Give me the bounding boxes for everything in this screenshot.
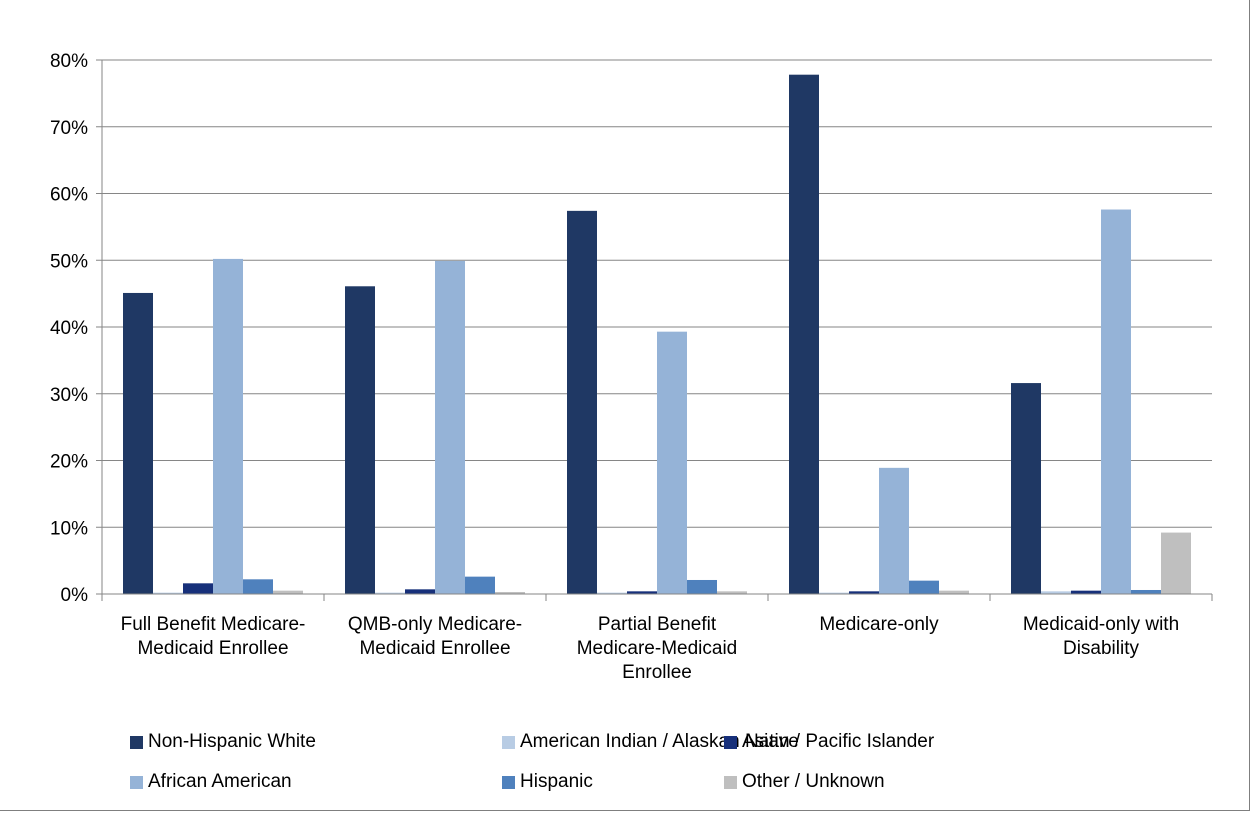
- legend-item: Other / Unknown: [724, 770, 885, 794]
- x-axis-category-labels: Full Benefit Medicare- Medicaid Enrollee Q…: [121, 614, 1180, 683]
- y-tick-label: 30%: [50, 385, 88, 406]
- bar: [1161, 532, 1191, 594]
- legend-item: African American: [130, 770, 292, 794]
- y-tick-label: 50%: [50, 251, 88, 272]
- bar: [1041, 591, 1071, 594]
- bar: [213, 258, 243, 594]
- bar: [627, 591, 657, 594]
- legend-swatch: [724, 735, 737, 749]
- legend-swatch: [502, 735, 515, 749]
- bar: [1131, 589, 1161, 594]
- bar: [939, 590, 969, 594]
- legend-swatch: [724, 775, 737, 789]
- bar: [465, 576, 495, 594]
- legend-swatch: [502, 775, 515, 789]
- bar: [183, 583, 213, 594]
- bar: [789, 74, 819, 594]
- x-category-label: Medicare-Medicaid: [577, 638, 738, 659]
- y-tick-label: 10%: [50, 518, 88, 539]
- y-axis-tick-labels: 0% 10% 20% 30% 40% 50% 60% 70% 80%: [50, 51, 88, 606]
- bar: [657, 331, 687, 594]
- x-category-label: Medicaid-only with: [1023, 614, 1179, 635]
- bar: [1071, 590, 1101, 594]
- y-tick-label: 70%: [50, 118, 88, 139]
- legend-swatch: [130, 775, 143, 789]
- legend-item: Asian / Pacific Islander: [724, 730, 934, 754]
- bar: [153, 592, 183, 594]
- y-tick-label: 60%: [50, 185, 88, 206]
- x-category-label: Medicaid Enrollee: [137, 638, 288, 659]
- x-axis: [96, 59, 1213, 601]
- legend-swatch: [130, 735, 143, 749]
- bar: [597, 592, 627, 594]
- bar: [819, 592, 849, 594]
- bar: [909, 580, 939, 594]
- legend-label: Non-Hispanic White: [148, 731, 316, 752]
- legend-label: Hispanic: [520, 771, 593, 792]
- x-category-label: Partial Benefit: [598, 614, 717, 635]
- y-tick-label: 20%: [50, 452, 88, 473]
- bar: [375, 592, 405, 594]
- bar: [123, 292, 153, 594]
- bar: [879, 467, 909, 594]
- bars: [123, 74, 1191, 595]
- legend-item: Hispanic: [502, 770, 593, 794]
- bar: [1101, 209, 1131, 594]
- bar: [405, 589, 435, 594]
- bar: [345, 286, 375, 594]
- bar: [273, 590, 303, 594]
- bar: [243, 579, 273, 594]
- y-tick-label: 80%: [50, 51, 88, 72]
- x-category-label: QMB-only Medicare-: [348, 614, 522, 635]
- x-category-label: Disability: [1063, 638, 1140, 659]
- bar: [717, 591, 747, 594]
- bar: [495, 591, 525, 594]
- legend-label: Other / Unknown: [742, 771, 885, 792]
- x-category-label: Medicare-only: [819, 614, 939, 635]
- x-category-label: Enrollee: [622, 662, 692, 683]
- legend-label: Asian / Pacific Islander: [742, 731, 935, 752]
- bar: [849, 591, 879, 594]
- bar: [687, 579, 717, 594]
- bar: [1011, 383, 1041, 594]
- legend-label: African American: [148, 771, 292, 792]
- chart-legend: Non-Hispanic White American Indian / Alas…: [130, 730, 1230, 800]
- bar: [567, 210, 597, 595]
- y-tick-label: 40%: [50, 318, 88, 339]
- x-category-label: Medicaid Enrollee: [359, 638, 510, 659]
- bar: [435, 260, 465, 594]
- y-tick-label: 0%: [61, 585, 89, 606]
- x-category-label: Full Benefit Medicare-: [121, 614, 306, 635]
- legend-item: Non-Hispanic White: [130, 730, 316, 754]
